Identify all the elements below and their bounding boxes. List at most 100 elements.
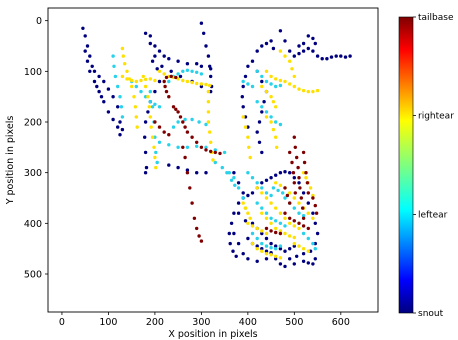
point-tailbase-4: [181, 120, 185, 124]
point-leftear-56: [250, 84, 255, 89]
point-tailbase-38: [297, 176, 301, 180]
point-rightear-33: [181, 78, 185, 83]
point-tailbase-63: [283, 186, 287, 190]
point-snout-140: [283, 249, 287, 253]
point-rightear-129: [297, 244, 301, 248]
point-snout-77: [278, 29, 283, 33]
point-snout-43: [176, 59, 180, 63]
point-leftear-44: [264, 79, 269, 84]
point-snout-164: [283, 170, 287, 174]
point-rightear-131: [306, 249, 310, 253]
point-rightear-110: [311, 216, 315, 220]
point-rightear-55: [297, 87, 301, 91]
point-tailbase-44: [290, 160, 294, 165]
point-tailbase-3: [178, 115, 183, 119]
point-leftear-24: [195, 144, 199, 148]
point-leftear-63: [260, 206, 264, 210]
point-tailbase-17: [162, 79, 166, 84]
point-snout-35: [143, 150, 148, 155]
point-leftear-0: [111, 54, 115, 58]
point-tailbase-15: [164, 89, 169, 94]
point-snout-152: [301, 252, 306, 256]
point-leftear-75: [278, 244, 283, 248]
point-tailbase-46: [292, 181, 296, 185]
point-rightear-18: [153, 155, 157, 160]
point-tailbase-12: [213, 150, 217, 155]
point-rightear-41: [206, 100, 211, 104]
y-axis-ticks: 0 100 200 300 400 500: [24, 16, 48, 281]
point-leftear-87: [301, 231, 306, 236]
point-rightear-6: [132, 95, 136, 99]
point-rightear-12: [146, 95, 150, 99]
point-tailbase-36: [295, 155, 299, 160]
point-leftear-42: [255, 69, 259, 74]
point-snout-110: [232, 171, 236, 175]
point-rightear-11: [143, 84, 148, 89]
point-rightear-27: [153, 78, 157, 83]
point-leftear-37: [176, 120, 180, 124]
point-snout-37: [143, 171, 148, 175]
point-snout-149: [315, 231, 320, 236]
point-rightear-72: [271, 127, 276, 132]
y-tick-label-0: 0: [36, 16, 42, 27]
point-snout-128: [306, 261, 310, 265]
point-rightear-38: [204, 82, 208, 87]
point-rightear-53: [288, 82, 292, 86]
point-snout-23: [95, 84, 99, 89]
point-tailbase-66: [311, 196, 315, 200]
x-tick-label-500: 500: [285, 317, 303, 328]
point-snout-170: [264, 249, 269, 253]
point-snout-48: [150, 59, 155, 63]
point-rightear-73: [274, 135, 278, 139]
point-rightear-57: [306, 89, 310, 94]
point-snout-145: [301, 191, 306, 195]
point-rightear-43: [206, 120, 211, 124]
point-rightear-100: [260, 249, 264, 253]
point-snout-138: [274, 244, 278, 248]
point-rightear-122: [308, 186, 313, 190]
point-leftear-33: [190, 69, 194, 74]
point-tailbase-43: [288, 150, 292, 155]
point-snout-81: [297, 51, 301, 56]
point-tailbase-42: [301, 216, 306, 220]
point-rightear-54: [292, 84, 296, 89]
point-tailbase-40: [299, 196, 303, 200]
point-snout-80: [292, 54, 296, 58]
point-leftear-2: [113, 74, 118, 79]
point-leftear-69: [250, 231, 255, 236]
point-rightear-77: [246, 135, 250, 139]
point-leftear-79: [260, 186, 264, 190]
point-tailbase-51: [305, 181, 310, 185]
point-snout-153: [295, 254, 299, 258]
point-leftear-60: [241, 196, 245, 200]
point-rightear-49: [269, 74, 273, 79]
point-snout-3: [88, 54, 92, 58]
point-leftear-3: [116, 84, 120, 89]
point-snout-49: [160, 64, 164, 69]
point-snout-137: [269, 241, 273, 246]
y-tick-label-100: 100: [24, 67, 42, 78]
x-tick-label-300: 300: [192, 317, 210, 328]
point-tailbase-6: [185, 130, 190, 134]
point-tailbase-20: [174, 75, 178, 80]
point-snout-50: [169, 69, 173, 74]
point-snout-65: [209, 74, 213, 79]
point-snout-40: [157, 49, 162, 53]
point-leftear-8: [134, 84, 138, 89]
point-rightear-91: [264, 216, 269, 220]
point-leftear-84: [292, 206, 296, 210]
point-rightear-116: [274, 181, 278, 185]
point-snout-16: [106, 110, 111, 114]
point-tailbase-49: [302, 160, 307, 165]
point-snout-69: [260, 79, 264, 84]
point-leftear-68: [283, 224, 287, 228]
point-snout-104: [246, 125, 250, 129]
point-tailbase-31: [157, 125, 162, 129]
point-snout-98: [246, 64, 250, 69]
point-snout-142: [292, 244, 296, 248]
point-snout-135: [260, 231, 264, 236]
point-snout-131: [236, 211, 241, 215]
point-snout-144: [297, 181, 301, 185]
point-snout-154: [288, 257, 292, 261]
point-tailbase-29: [199, 239, 204, 243]
